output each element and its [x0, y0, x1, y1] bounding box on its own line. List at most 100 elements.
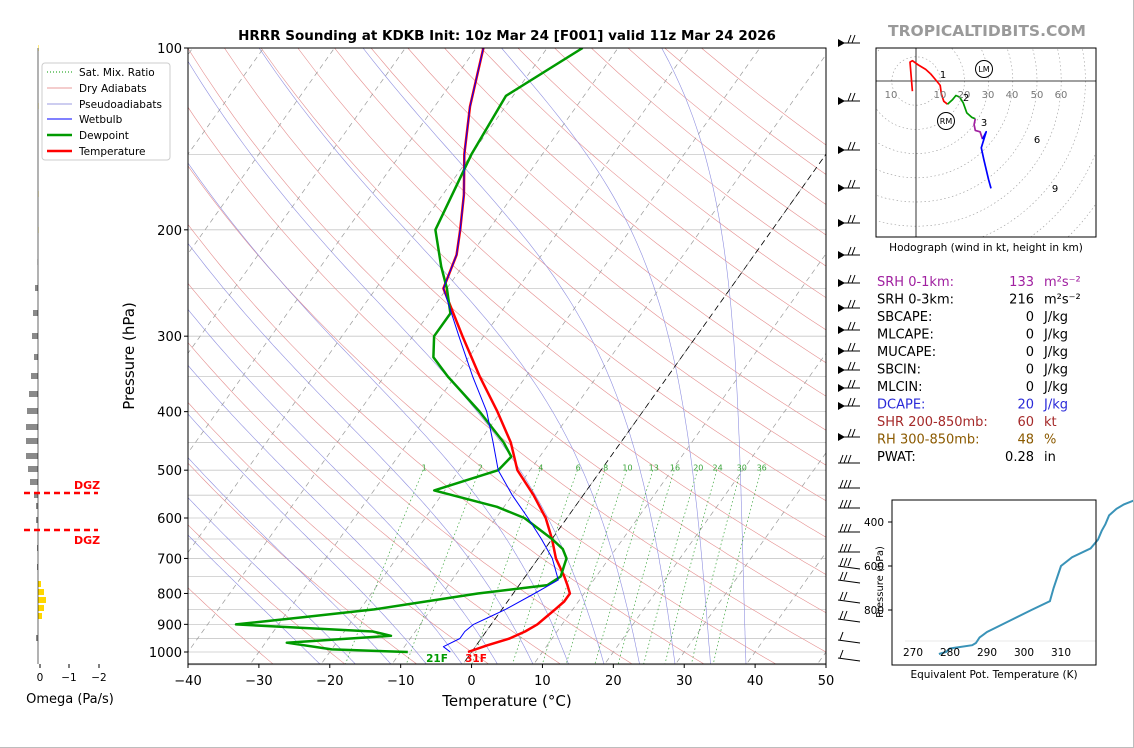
- wind-barb: [838, 479, 860, 489]
- chart-title: HRRR Sounding at KDKB Init: 10z Mar 24 […: [238, 28, 776, 44]
- temperature-tick-label: 50: [818, 674, 835, 689]
- thetae-frame: [891, 499, 1097, 666]
- isotherm: [249, 48, 690, 664]
- omega-bar: [38, 581, 41, 587]
- wind-barb: [837, 571, 861, 584]
- mixing-ratio-label: 2: [478, 464, 483, 473]
- wind-barb: [838, 321, 860, 334]
- thetae-x-tick: 290: [977, 647, 997, 659]
- left-mover-marker: [975, 60, 993, 78]
- wind-barb: [838, 543, 860, 553]
- param-unit: kt: [1044, 415, 1057, 430]
- wind-barb: [838, 379, 860, 392]
- mixing-ratio-label: 4: [538, 464, 543, 473]
- param-value: 0: [1026, 328, 1034, 343]
- temperature-tick-label: −40: [174, 674, 201, 689]
- omega-tick-label: −1: [61, 672, 76, 684]
- hodograph-height-label: 6: [1034, 135, 1040, 146]
- pseudoadiabat: [188, 60, 605, 664]
- isotherm: [188, 48, 619, 653]
- omega-tick-label: −2: [91, 672, 106, 684]
- wind-barb: [838, 342, 860, 355]
- freezing-isotherm: [462, 153, 826, 664]
- omega-tick-label: 0: [37, 672, 44, 684]
- left-mover-label: LM: [978, 65, 989, 74]
- wind-barb: [838, 499, 860, 509]
- pseudoadiabat: [188, 242, 534, 664]
- wetbulb-trace: [442, 48, 559, 653]
- param-value: 0: [1026, 310, 1034, 325]
- mixing-ratio-label: 30: [737, 464, 747, 473]
- parameter-table: SRH 0-1km: 133 m²s⁻² SRH 0-3km: 216 m²s⁻² SBCA…: [877, 275, 1081, 465]
- temperature-tick-label: 30: [676, 674, 693, 689]
- temperature-tick-label: 40: [747, 674, 764, 689]
- mixing-ratio-label: 20: [693, 464, 703, 473]
- hodograph-height-label: 3: [981, 118, 987, 129]
- pressure-tick-label: 500: [157, 464, 182, 479]
- temperature-tick-label: −30: [245, 674, 272, 689]
- pressure-tick-label: 700: [157, 552, 182, 567]
- hodograph-height-label: 1: [940, 70, 946, 81]
- mixing-ratio-label: 1: [422, 464, 427, 473]
- dry-adiabat: [188, 587, 274, 664]
- pseudoadiabat: [188, 364, 463, 664]
- thetae-y-tick: 400: [864, 517, 884, 529]
- wind-barb: [838, 454, 860, 464]
- dry-adiabat: [444, 48, 826, 364]
- dry-adiabat: [188, 282, 633, 664]
- legend-label: Sat. Mix. Ratio: [79, 67, 155, 79]
- omega-bar: [32, 333, 38, 339]
- omega-bar: [38, 613, 42, 619]
- hodograph-height-label: 2: [963, 93, 969, 104]
- param-unit: in: [1044, 450, 1056, 465]
- omega-bar: [26, 453, 38, 459]
- thetae-line: [938, 499, 1133, 655]
- thetae-y-tick: 600: [864, 561, 884, 573]
- hodograph-ring-label: 30: [982, 90, 995, 101]
- isotherms: [188, 48, 826, 664]
- param-label: SHR 200-850mb:: [877, 415, 988, 430]
- omega-bar: [36, 635, 38, 641]
- hodograph-ring-label: 20: [958, 90, 971, 101]
- pressure-tick-label: 400: [157, 406, 182, 421]
- wind-barb: [838, 179, 860, 192]
- omega-xlabel: Omega (Pa/s): [26, 692, 114, 707]
- hodograph-ring-label: 10: [885, 90, 898, 101]
- isotherm: [188, 48, 335, 255]
- param-label: MLCIN:: [877, 380, 922, 395]
- mixing-ratio-line: [643, 470, 698, 664]
- param-value: 48: [1017, 433, 1034, 448]
- skewt-ylabel: Pressure (hPa): [120, 302, 138, 410]
- param-label: SBCIN:: [877, 363, 921, 378]
- isotherm: [188, 48, 548, 554]
- hodograph-trace: [909, 59, 932, 92]
- hodograph-traces: [909, 59, 992, 189]
- omega-bar: [27, 408, 38, 414]
- pressure-tick-label: 800: [157, 587, 182, 602]
- dry-adiabat: [188, 401, 490, 664]
- temperature-tick-label: 0: [467, 674, 475, 689]
- dgz-label-bottom: DGZ: [74, 534, 100, 547]
- mixing-ratio-lines: [345, 470, 762, 664]
- pseudoadiabat: [188, 308, 498, 664]
- right-mover-label: RM: [940, 117, 953, 126]
- legend-label: Temperature: [78, 146, 146, 158]
- legend-box: [41, 62, 171, 161]
- param-value: 20: [1017, 398, 1034, 413]
- pseudoadiabat: [258, 48, 640, 664]
- pseudoadiabat: [188, 162, 569, 664]
- omega-bars: [26, 45, 46, 641]
- isotherm: [188, 48, 406, 354]
- omega-bar: [34, 492, 38, 498]
- thetae-y-tick: 800: [864, 605, 884, 617]
- hodograph-panel: 10 10 20 30 40 50 60 1 2 3 6 9 LM RM Hod…: [875, 47, 1097, 254]
- mixing-ratio-line: [542, 470, 606, 664]
- wind-barbs: [837, 34, 861, 662]
- dgz-label-top: DGZ: [74, 479, 100, 492]
- wind-barb: [838, 214, 860, 227]
- dry-adiabat: [188, 165, 777, 664]
- temperature-ticks: −40 −30 −20 −10 0 10 20 30 40 50: [174, 664, 834, 689]
- watermark: TROPICALTIDBITS.COM: [888, 22, 1086, 40]
- dry-adiabat: [188, 524, 346, 664]
